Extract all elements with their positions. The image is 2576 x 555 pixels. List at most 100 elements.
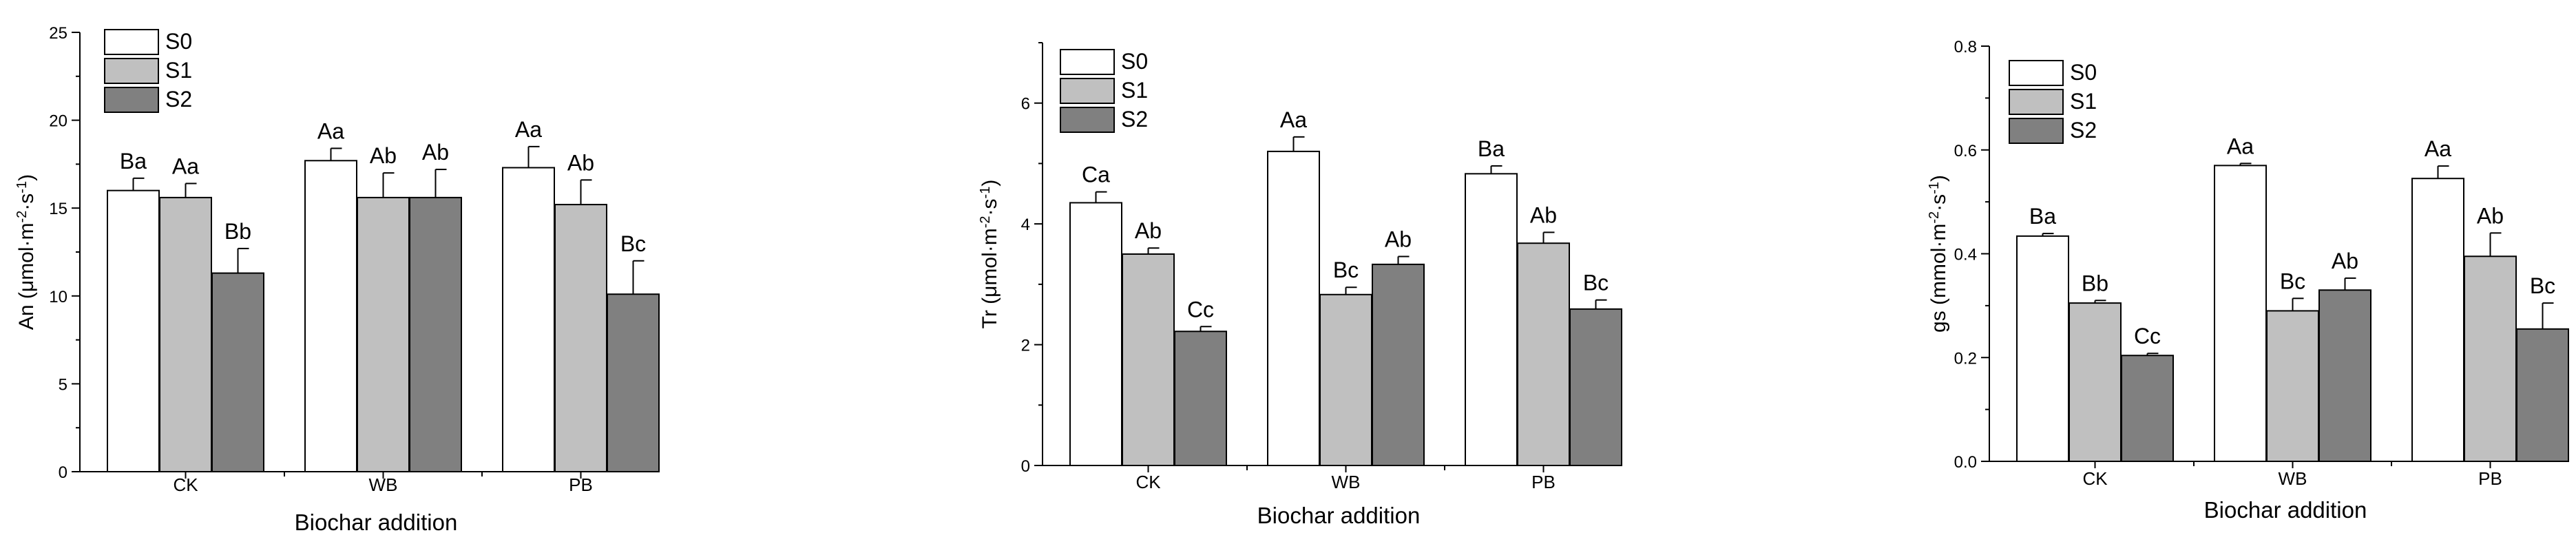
- y-title-part: An (μmol·m: [15, 222, 38, 330]
- bar-S0-PB: [2411, 178, 2464, 462]
- legend-label-S0: S0: [165, 29, 192, 54]
- bar-S1-CK: [2069, 302, 2122, 463]
- legend-swatch-S1: [2009, 89, 2064, 115]
- y-title-superscript: -2: [14, 211, 30, 223]
- significance-label-S2-WB: Ab: [2332, 249, 2358, 273]
- legend-label-S2: S2: [165, 87, 192, 112]
- bar-S1-WB: [1319, 293, 1372, 467]
- x-axis-title: Biochar addition: [295, 510, 458, 535]
- bar-S2-WB: [1372, 263, 1425, 466]
- significance-label-S2-CK: Cc: [2134, 324, 2161, 348]
- y-title-superscript: -2: [1927, 211, 1942, 224]
- y-title-superscript: -1: [1927, 182, 1942, 194]
- y-title-superscript: -1: [978, 187, 993, 199]
- significance-label-S2-PB: Bc: [620, 231, 646, 256]
- x-tick-label-PB: PB: [2478, 468, 2502, 489]
- chart-panel-1: 0 5 10 15 20 25 An (μmol·m-2·s-1) Ba Aa Bb CK Aa Ab A…: [14, 24, 660, 535]
- significance-label-S1-CK: Ab: [1135, 218, 1162, 243]
- y-tick-label: 0.0: [1954, 453, 1977, 472]
- legend-swatch-S2: [104, 87, 159, 113]
- legend-swatch-S1: [104, 58, 159, 84]
- y-tick-label: 0.4: [1954, 246, 1977, 264]
- significance-label-S0-PB: Aa: [2425, 136, 2451, 161]
- significance-label-S1-PB: Ab: [2477, 203, 2504, 228]
- legend-swatch-S0: [104, 29, 159, 55]
- legend-swatch-S2: [2009, 118, 2064, 144]
- y-title-part: gs (mmol·m: [1927, 224, 1950, 333]
- x-axis-title: Biochar addition: [2204, 497, 2367, 523]
- significance-label-S0-CK: Ba: [120, 149, 147, 174]
- y-title-part: ): [978, 180, 1001, 187]
- y-tick-label: 0.6: [1954, 142, 1977, 160]
- legend-label-S2: S2: [2070, 118, 2097, 143]
- x-tick-label-WB: WB: [2279, 468, 2307, 489]
- y-axis-title: Tr (μmol·m-2·s-1): [978, 180, 1001, 329]
- significance-label-S2-PB: Bc: [1583, 271, 1609, 295]
- legend-swatch-S1: [1060, 78, 1115, 104]
- y-tick-label: 15: [49, 200, 67, 218]
- bar-S0-PB: [1465, 173, 1518, 466]
- significance-label-S0-WB: Aa: [317, 118, 344, 143]
- significance-label-S2-CK: Bb: [224, 219, 251, 244]
- y-tick-label: 0.8: [1954, 38, 1977, 56]
- bar-S0-WB: [2214, 165, 2267, 463]
- y-title-part: ): [15, 174, 38, 181]
- y-title-part: ): [1927, 175, 1950, 182]
- bar-S2-PB: [607, 293, 660, 472]
- bar-S2-CK: [211, 272, 264, 472]
- bar-S0-CK: [107, 189, 160, 472]
- significance-label-S1-CK: Bb: [2082, 271, 2108, 295]
- y-axis-title: An (μmol·m-2·s-1): [14, 174, 38, 330]
- x-tick-label-CK: CK: [173, 474, 198, 495]
- y-title-part: Tr (μmol·m: [978, 228, 1001, 328]
- x-tick-label-PB: PB: [1531, 472, 1556, 492]
- legend-label-S1: S1: [165, 58, 192, 83]
- y-tick-label: 0.2: [1954, 349, 1977, 368]
- significance-label-S0-PB: Aa: [515, 117, 542, 142]
- bar-S1-PB: [1517, 242, 1570, 466]
- y-tick-label: 20: [49, 112, 67, 131]
- bar-S0-CK: [1069, 202, 1122, 466]
- bar-S1-PB: [2464, 255, 2517, 462]
- legend-label-S2: S2: [1121, 107, 1148, 132]
- bar-S2-WB: [409, 196, 462, 472]
- significance-label-S1-WB: Bc: [2280, 269, 2305, 293]
- significance-label-S0-CK: Ca: [1082, 163, 1110, 187]
- significance-label-S2-PB: Bc: [2530, 273, 2555, 298]
- y-title-superscript: -2: [978, 216, 993, 228]
- y-title-part: ·s: [1927, 194, 1950, 211]
- y-tick-label: 0: [1021, 457, 1030, 476]
- x-tick-label-WB: WB: [1332, 472, 1361, 492]
- significance-label-S1-WB: Ab: [370, 143, 397, 168]
- legend-label-S1: S1: [2070, 89, 2097, 114]
- y-tick-label: 6: [1021, 95, 1030, 114]
- y-tick-label: 10: [49, 288, 67, 306]
- y-title-superscript: -1: [14, 181, 30, 193]
- bar-S2-CK: [1174, 331, 1227, 466]
- legend-swatch-S0: [2009, 60, 2064, 86]
- x-tick-label-PB: PB: [569, 474, 593, 495]
- bar-S2-PB: [2516, 328, 2569, 463]
- x-tick-label-CK: CK: [1135, 472, 1161, 492]
- significance-label-S1-WB: Bc: [1333, 258, 1359, 282]
- y-tick-label: 2: [1021, 337, 1030, 355]
- legend-swatch-S0: [1060, 49, 1115, 75]
- y-title-part: ·s: [15, 193, 38, 211]
- significance-label-S0-CK: Ba: [2029, 204, 2056, 229]
- significance-label-S0-WB: Aa: [1280, 107, 1307, 132]
- bar-S1-WB: [2266, 310, 2319, 462]
- significance-label-S2-CK: Cc: [1187, 297, 1214, 322]
- y-title-part: ·s: [978, 198, 1001, 216]
- bar-S2-PB: [1569, 308, 1622, 466]
- x-axis-title: Biochar addition: [1257, 503, 1421, 528]
- y-tick-label: 4: [1021, 216, 1030, 234]
- chart-panel-2: 0 2 4 6 Tr (μmol·m-2·s-1) Ca Ab Cc CK Aa Bc Ab WB Ba A…: [978, 42, 1622, 528]
- legend-swatch-S2: [1060, 107, 1115, 133]
- y-tick-label: 25: [49, 24, 67, 43]
- significance-label-S0-WB: Aa: [2227, 134, 2254, 158]
- y-tick-label: 0: [59, 463, 67, 482]
- bar-S2-WB: [2318, 289, 2371, 463]
- bar-S0-WB: [304, 160, 357, 473]
- significance-label-S1-CK: Aa: [172, 154, 199, 178]
- x-tick-label-WB: WB: [369, 474, 398, 495]
